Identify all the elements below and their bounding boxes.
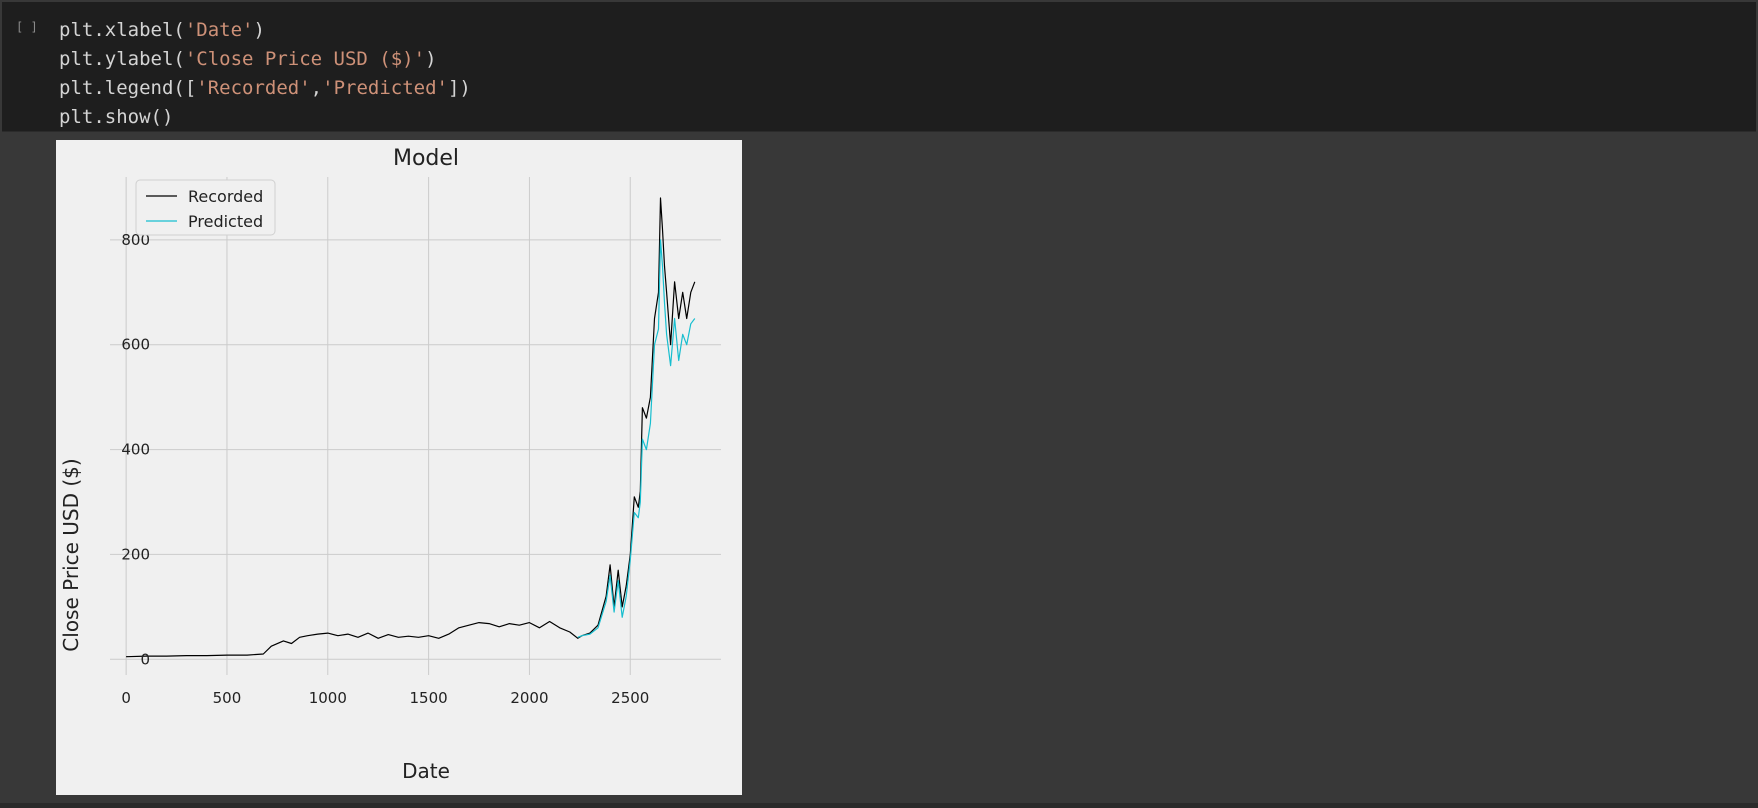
code-line[interactable]: plt.ylabel('Close Price USD ($)'): [59, 45, 471, 74]
series-line-recorded: [126, 197, 696, 658]
x-tick-label: 500: [213, 689, 242, 707]
code-token: ]): [447, 77, 471, 99]
code-editor[interactable]: plt.xlabel('Date') plt.ylabel('Close Pric…: [59, 2, 471, 131]
code-line[interactable]: plt.show(): [59, 103, 471, 131]
run-indicator[interactable]: [ ]: [16, 20, 38, 34]
plot-lines: [126, 197, 696, 658]
x-axis-label: Date: [402, 759, 450, 783]
y-axis-label: Close Price USD ($): [59, 458, 83, 651]
x-tick-label: 2500: [611, 689, 649, 707]
y-tick-label: 600: [121, 336, 150, 354]
code-token: ): [425, 48, 437, 70]
code-string-token: 'Recorded': [196, 77, 311, 99]
cell-output: 0 500 1000 1500 2000 2500 0 200 400 600 800 Model …: [56, 140, 742, 795]
x-tick-label: 1000: [309, 689, 347, 707]
code-cell[interactable]: [ ] plt.xlabel('Date') plt.ylabel('Close …: [2, 2, 1756, 132]
code-line[interactable]: plt.xlabel('Date'): [59, 16, 471, 45]
y-tick-label: 400: [121, 441, 150, 459]
code-token: plt.ylabel(: [59, 48, 185, 70]
chart-title: Model: [393, 146, 459, 171]
legend: Recorded Predicted: [135, 179, 276, 236]
code-token: ,: [310, 77, 323, 99]
y-tick-label: 0: [140, 650, 150, 668]
code-string-token: 'Date': [184, 19, 254, 41]
code-line[interactable]: plt.legend(['Recorded','Predicted']): [59, 74, 471, 103]
x-tick-label: 2000: [510, 689, 548, 707]
x-tick-label: 1500: [410, 689, 448, 707]
code-token: plt.xlabel(: [59, 19, 185, 41]
code-token: plt.show(): [59, 106, 174, 128]
figure-background: [56, 140, 742, 795]
y-tick-label: 200: [121, 545, 150, 563]
grid: [110, 177, 721, 675]
code-string-token: 'Close Price USD ($)': [184, 48, 426, 70]
code-string-token: 'Predicted': [322, 77, 448, 99]
x-tick-label: 0: [121, 689, 131, 707]
bottom-border: [0, 803, 1758, 808]
legend-label-predicted: Predicted: [188, 212, 263, 231]
code-token: ): [253, 19, 265, 41]
code-token: plt.legend([: [59, 77, 197, 99]
series-line-predicted: [577, 239, 696, 638]
legend-label-recorded: Recorded: [188, 187, 263, 206]
